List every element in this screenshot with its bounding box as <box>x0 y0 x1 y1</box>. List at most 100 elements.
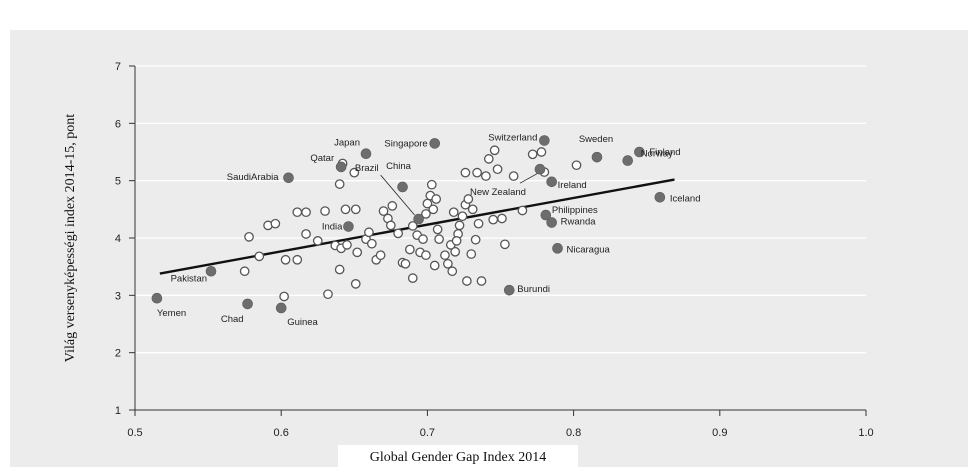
hollow-point <box>401 260 409 268</box>
hollow-point <box>419 235 427 243</box>
hollow-point <box>240 267 248 275</box>
hollow-point <box>352 280 360 288</box>
country-point <box>553 243 563 253</box>
hollow-point <box>473 168 481 176</box>
hollow-point <box>321 207 329 215</box>
hollow-point <box>509 172 517 180</box>
point-label: Sweden <box>579 134 613 145</box>
point-label: Yemen <box>157 308 186 319</box>
hollow-point <box>388 202 396 210</box>
hollow-point <box>280 292 288 300</box>
point-label: Rwanda <box>561 217 597 228</box>
point-label: China <box>386 161 412 172</box>
hollow-point <box>537 148 545 156</box>
country-point <box>539 136 549 146</box>
country-point <box>592 152 602 162</box>
country-point <box>655 192 665 202</box>
hollow-point <box>409 274 417 282</box>
hollow-point <box>341 205 349 213</box>
point-label: Brazil <box>355 163 379 174</box>
hollow-point <box>435 235 443 243</box>
country-point <box>152 293 162 303</box>
point-label: Nicaragua <box>567 244 611 255</box>
country-point <box>276 303 286 313</box>
x-axis-title: Global Gender Gap Index 2014 <box>370 450 547 465</box>
hollow-point <box>428 180 436 188</box>
hollow-point <box>461 168 469 176</box>
hollow-point <box>450 208 458 216</box>
y-axis-title: Világ versenyképességi index 2014‑15, po… <box>63 114 78 362</box>
point-label: Guinea <box>287 317 318 328</box>
point-label: Pakistan <box>171 273 207 284</box>
country-point <box>504 285 514 295</box>
country-point <box>414 214 424 224</box>
country-point <box>535 164 545 174</box>
hollow-point <box>353 248 361 256</box>
hollow-point <box>281 256 289 264</box>
hollow-point <box>365 228 373 236</box>
x-tick-label: 0.7 <box>420 427 435 439</box>
hollow-point <box>498 214 506 222</box>
hollow-point <box>302 208 310 216</box>
tick-labels: 1 2 3 4 5 6 7 0.5 0.6 0.7 0.8 0.9 1.0 <box>115 61 874 439</box>
hollow-point <box>406 245 414 253</box>
x-tick-label: 0.8 <box>566 427 581 439</box>
point-label: Chad <box>221 314 244 325</box>
y-tick-label: 1 <box>115 405 121 417</box>
hollow-point <box>376 251 384 259</box>
hollow-point <box>324 290 332 298</box>
country-point <box>547 177 557 187</box>
point-label: New Zealand <box>470 187 526 198</box>
point-label: Ireland <box>558 180 587 191</box>
y-tick-label: 6 <box>115 118 121 130</box>
leader-line <box>520 173 538 183</box>
hollow-point <box>518 206 526 214</box>
country-point <box>361 149 371 159</box>
y-tick-label: 7 <box>115 61 121 73</box>
country-point <box>206 266 216 276</box>
country-point <box>284 173 294 183</box>
hollow-point <box>302 230 310 238</box>
hollow-point <box>471 236 479 244</box>
hollow-point <box>335 265 343 273</box>
hollow-point <box>485 155 493 163</box>
hollow-point <box>314 237 322 245</box>
country-point <box>430 138 440 148</box>
hollow-point <box>422 251 430 259</box>
hollow-point <box>490 146 498 154</box>
hollow-point <box>572 161 580 169</box>
hollow-point <box>245 233 253 241</box>
hollow-point <box>463 277 471 285</box>
point-label: Switzerland <box>488 133 537 144</box>
hollow-point <box>448 267 456 275</box>
hollow-point <box>271 219 279 227</box>
axes <box>129 66 866 416</box>
x-tick-label: 0.6 <box>274 427 289 439</box>
hollow-point <box>452 237 460 245</box>
hollow-point <box>394 229 402 237</box>
hollow-point <box>489 215 497 223</box>
country-point <box>547 218 557 228</box>
country-point <box>243 299 253 309</box>
hollow-point <box>455 221 463 229</box>
y-tick-label: 5 <box>115 176 121 188</box>
hollow-point <box>431 261 439 269</box>
hollow-point <box>477 277 485 285</box>
hollow-point <box>528 150 536 158</box>
x-tick-label: 0.5 <box>127 427 142 439</box>
hollow-point <box>469 205 477 213</box>
point-label: Japan <box>334 138 360 149</box>
hollow-point <box>441 251 449 259</box>
point-label: SaudiArabia <box>227 172 279 183</box>
hollow-point <box>387 221 395 229</box>
y-tick-label: 3 <box>115 290 121 302</box>
hollow-point <box>343 241 351 249</box>
country-point <box>343 222 353 232</box>
point-label: Finland <box>649 147 680 158</box>
country-point <box>336 162 346 172</box>
country-point <box>623 156 633 166</box>
country-point <box>398 182 408 192</box>
hollow-point <box>482 172 490 180</box>
point-label: Singapore <box>384 138 427 149</box>
point-label: Burundi <box>517 284 550 295</box>
